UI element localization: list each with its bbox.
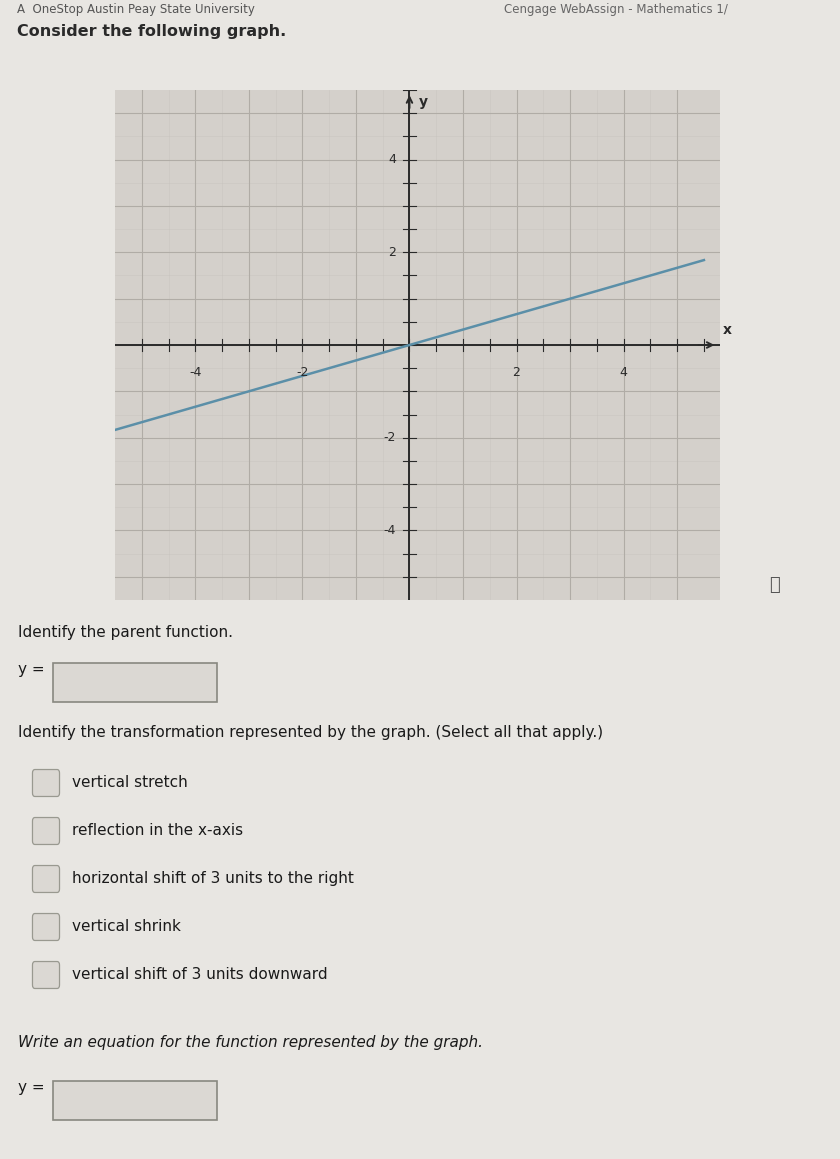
Text: 2: 2 [512, 366, 521, 379]
Text: -4: -4 [189, 366, 202, 379]
Text: y =: y = [18, 662, 45, 677]
Text: y: y [419, 95, 428, 109]
Text: 4: 4 [388, 153, 396, 166]
Text: -2: -2 [384, 431, 396, 444]
Text: vertical shrink: vertical shrink [72, 919, 181, 934]
Text: Consider the following graph.: Consider the following graph. [17, 24, 286, 39]
Text: A  OneStop Austin Peay State University: A OneStop Austin Peay State University [17, 2, 255, 16]
Text: x: x [722, 322, 732, 336]
Text: Identify the transformation represented by the graph. (Select all that apply.): Identify the transformation represented … [18, 726, 603, 739]
Text: Write an equation for the function represented by the graph.: Write an equation for the function repre… [18, 1035, 483, 1050]
Text: 4: 4 [620, 366, 627, 379]
Text: ⓘ: ⓘ [769, 576, 780, 595]
Text: reflection in the x-axis: reflection in the x-axis [72, 823, 243, 838]
Text: -4: -4 [384, 524, 396, 537]
Text: 2: 2 [388, 246, 396, 258]
Text: vertical stretch: vertical stretch [72, 775, 188, 790]
Text: horizontal shift of 3 units to the right: horizontal shift of 3 units to the right [72, 872, 354, 885]
Text: Identify the parent function.: Identify the parent function. [18, 625, 233, 640]
Text: -2: -2 [297, 366, 308, 379]
Text: vertical shift of 3 units downward: vertical shift of 3 units downward [72, 967, 328, 982]
Text: y =: y = [18, 1080, 45, 1095]
Text: Cengage WebAssign - Mathematics 1/: Cengage WebAssign - Mathematics 1/ [504, 2, 728, 16]
